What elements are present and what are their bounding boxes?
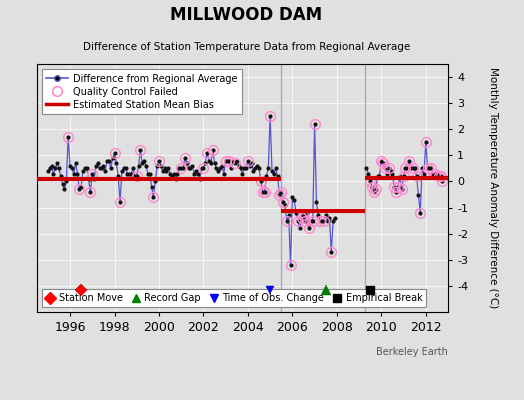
Text: Berkeley Earth: Berkeley Earth [376,347,448,357]
Text: MILLWOOD DAM: MILLWOOD DAM [170,6,322,24]
Text: Difference of Station Temperature Data from Regional Average: Difference of Station Temperature Data f… [83,42,410,52]
Y-axis label: Monthly Temperature Anomaly Difference (°C): Monthly Temperature Anomaly Difference (… [488,67,498,309]
Legend: Station Move, Record Gap, Time of Obs. Change, Empirical Break: Station Move, Record Gap, Time of Obs. C… [41,289,427,307]
